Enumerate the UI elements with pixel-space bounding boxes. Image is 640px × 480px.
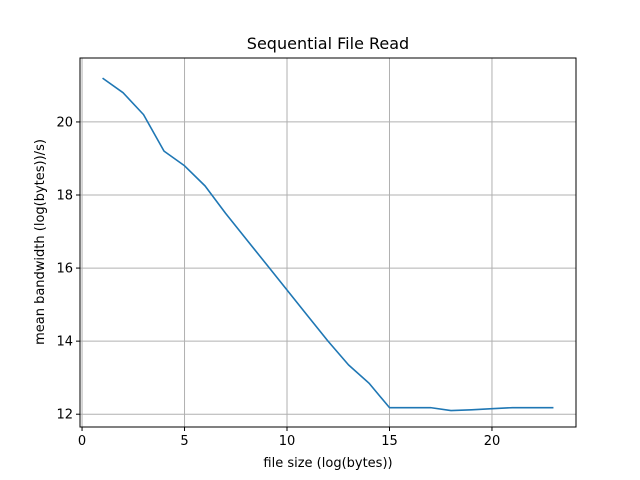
y-tick-label: 18 (56, 189, 73, 204)
x-axis-label: file size (log(bytes)) (263, 456, 392, 471)
plot-frame (79, 57, 577, 428)
chart-title: Sequential File Read (247, 34, 409, 53)
x-tick-label: 0 (78, 434, 86, 449)
series-line-0 (102, 77, 554, 412)
y-axis-label: mean bandwidth (log(bytes))/s) (33, 139, 48, 345)
series-group (102, 77, 554, 412)
grid (80, 58, 576, 427)
x-tick-label: 10 (279, 434, 296, 449)
x-tick-label: 20 (484, 434, 501, 449)
y-tick-label: 14 (56, 335, 73, 350)
axis-ticks: 0 5 10 15 20 12 14 16 18 20 (56, 115, 500, 449)
y-tick-label: 20 (56, 115, 73, 130)
y-tick-label: 12 (56, 408, 73, 423)
x-tick-label: 15 (381, 434, 398, 449)
y-tick-label: 16 (56, 262, 73, 277)
x-tick-label: 5 (180, 434, 188, 449)
